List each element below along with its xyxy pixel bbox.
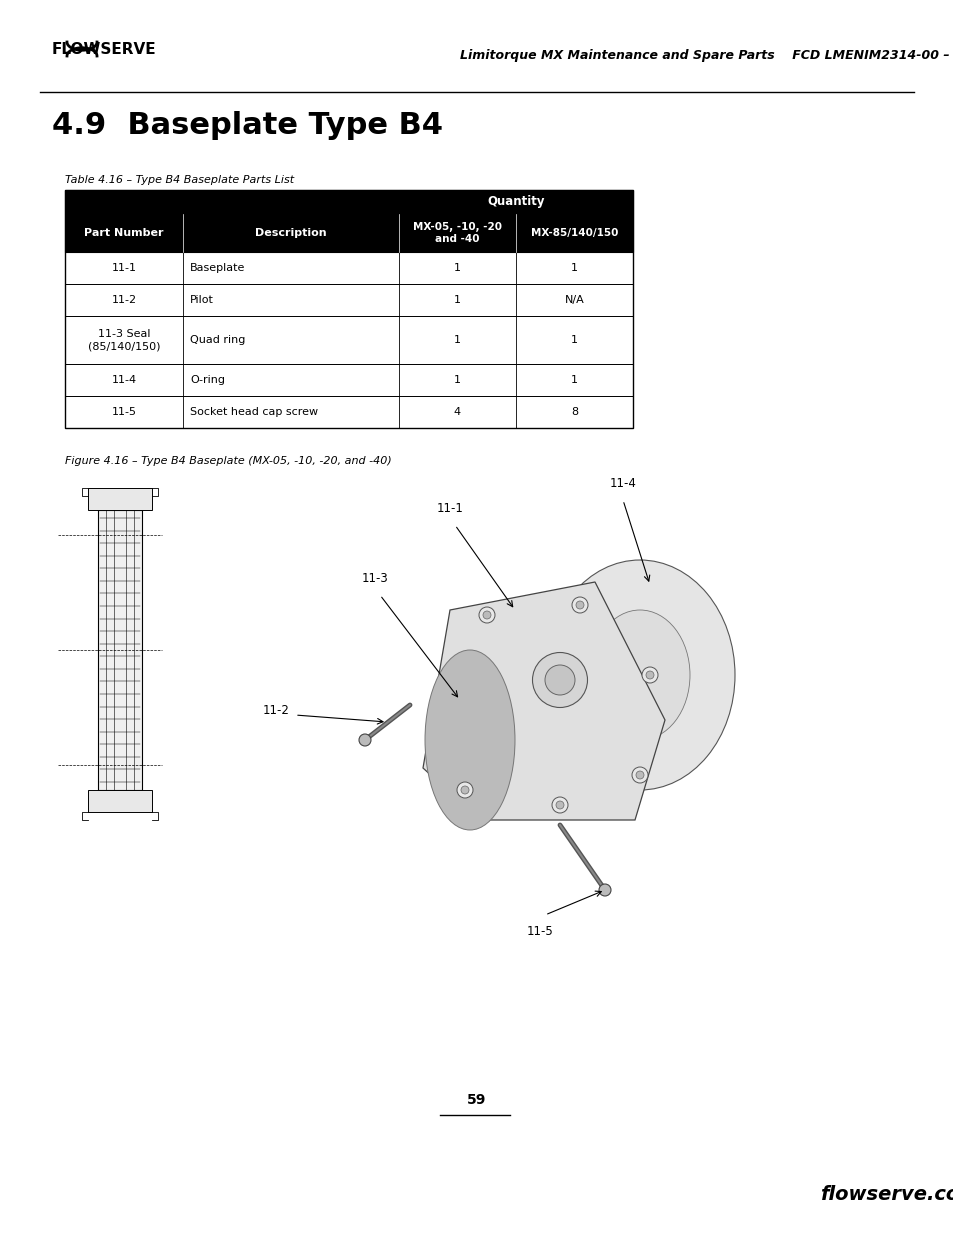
Circle shape [456,782,473,798]
Ellipse shape [544,559,734,790]
Bar [398,214,516,252]
Text: Description: Description [254,228,327,238]
Bar [65,284,633,316]
Text: Quantity: Quantity [487,195,544,209]
Text: N/A: N/A [564,295,584,305]
Text: 59: 59 [467,1093,486,1107]
Text: MX-85/140/150: MX-85/140/150 [530,228,618,238]
Text: 1: 1 [454,263,460,273]
Text: flowserve.com: flowserve.com [820,1186,953,1204]
Text: 11-2: 11-2 [263,704,290,716]
Bar [98,510,142,790]
Ellipse shape [424,650,515,830]
Text: Baseplate: Baseplate [190,263,245,273]
Circle shape [598,884,610,897]
Text: 1: 1 [454,375,460,385]
Bar [88,488,152,510]
Bar [65,316,633,364]
Text: O-ring: O-ring [190,375,225,385]
Ellipse shape [435,671,504,810]
Circle shape [478,606,495,622]
Bar [65,190,633,429]
Bar [398,190,633,214]
Bar [65,252,633,284]
Text: Part Number: Part Number [84,228,164,238]
Circle shape [572,597,587,613]
Circle shape [576,601,583,609]
Text: Table 4.16 – Type B4 Baseplate Parts List: Table 4.16 – Type B4 Baseplate Parts Lis… [65,175,294,185]
Bar [65,190,398,214]
Circle shape [482,611,491,619]
Ellipse shape [532,652,587,708]
Circle shape [552,797,567,813]
Text: 4.9  Baseplate Type B4: 4.9 Baseplate Type B4 [52,110,442,140]
Text: Limitorque MX Maintenance and Spare Parts    FCD LMENIM2314-00 – 07/08: Limitorque MX Maintenance and Spare Part… [459,48,953,62]
Circle shape [645,671,654,679]
Text: 1: 1 [454,295,460,305]
Text: 1: 1 [571,335,578,345]
Text: 8: 8 [570,408,578,417]
Circle shape [358,734,371,746]
Text: 1: 1 [454,335,460,345]
Bar [516,214,633,252]
Ellipse shape [589,610,689,740]
Circle shape [641,667,658,683]
Bar [65,364,633,396]
Circle shape [636,771,643,779]
Text: Pilot: Pilot [190,295,213,305]
Text: 11-3 Seal
(85/140/150): 11-3 Seal (85/140/150) [88,329,160,351]
Text: 11-2: 11-2 [112,295,136,305]
Bar [65,214,183,252]
Text: 11-3: 11-3 [361,572,388,585]
Polygon shape [422,582,664,820]
Text: Quad ring: Quad ring [190,335,245,345]
Circle shape [631,767,647,783]
Text: Figure 4.16 – Type B4 Baseplate (MX-05, -10, -20, and -40): Figure 4.16 – Type B4 Baseplate (MX-05, … [65,456,392,466]
Text: 4: 4 [454,408,460,417]
Text: 11-4: 11-4 [112,375,136,385]
Text: 11-5: 11-5 [526,925,553,939]
Text: 11-4: 11-4 [609,477,636,490]
Text: 11-1: 11-1 [436,501,463,515]
Circle shape [556,802,563,809]
Circle shape [460,785,469,794]
Text: 1: 1 [571,375,578,385]
Bar [88,790,152,811]
Text: MX-05, -10, -20
and -40: MX-05, -10, -20 and -40 [413,222,501,245]
Ellipse shape [426,652,514,827]
Ellipse shape [544,664,575,695]
Text: 11-1: 11-1 [112,263,136,273]
Text: Socket head cap screw: Socket head cap screw [190,408,317,417]
Text: 1: 1 [571,263,578,273]
Text: 11-5: 11-5 [112,408,136,417]
Bar [65,396,633,429]
Text: FLOWSERVE: FLOWSERVE [52,42,156,58]
Bar [183,214,398,252]
